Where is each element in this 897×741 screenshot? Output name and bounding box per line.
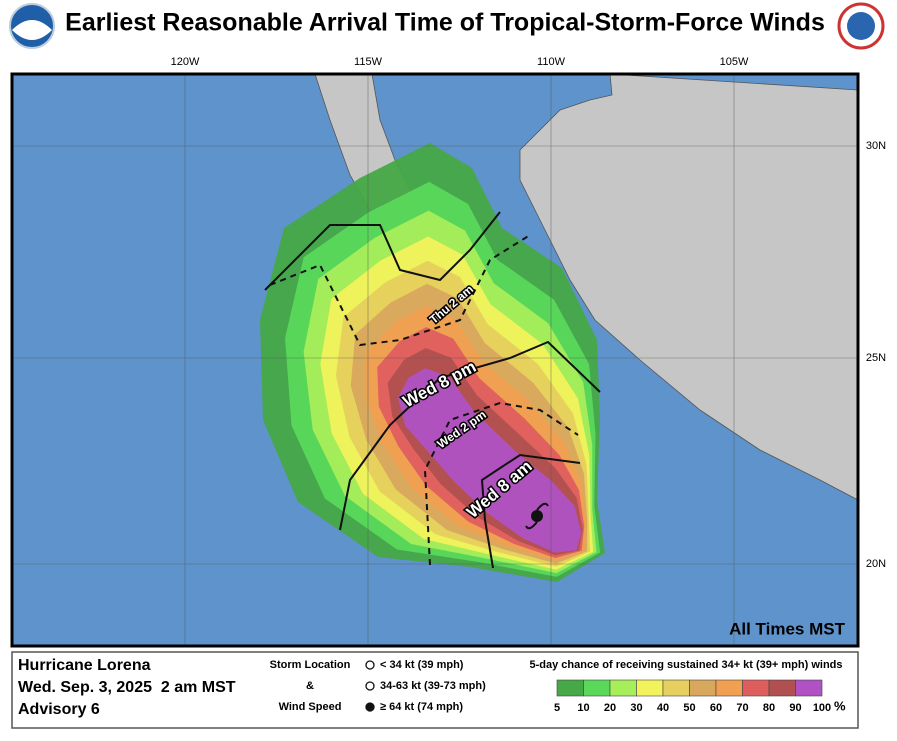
colorbar-label: 20 (604, 702, 616, 714)
colorbar-swatch (636, 679, 664, 697)
time-zone-note: All Times MST (729, 619, 845, 638)
advisory-number: Advisory 6 (18, 701, 100, 718)
colorbar-swatch (583, 679, 611, 697)
longitude-label: 110W (537, 56, 566, 68)
colorbar-label: 60 (710, 702, 722, 714)
storm-legend-title: Storm Location (270, 659, 351, 671)
probability-bands (260, 143, 605, 582)
colorbar-swatch (609, 679, 637, 697)
graticule (12, 74, 858, 646)
storm-legend-symbol (365, 702, 375, 712)
storm-legend-title: Wind Speed (279, 701, 342, 713)
colorbar-label: 30 (630, 702, 642, 714)
storm-legend-item: 34-63 kt (39-73 mph) (380, 680, 486, 692)
colorbar-label: 100 (813, 702, 831, 714)
storm-legend-title: & (306, 680, 314, 692)
storm-legend-item: ≥ 64 kt (74 mph) (380, 701, 463, 713)
noaa-logo (9, 3, 55, 49)
colorbar-label: 40 (657, 702, 669, 714)
longitude-label: 120W (171, 56, 200, 68)
latitude-label: 25N (866, 352, 886, 364)
latitude-label: 30N (866, 140, 886, 152)
latitude-label: 20N (866, 558, 886, 570)
colorbar-swatch (795, 679, 823, 697)
colorbar-label: 90 (789, 702, 801, 714)
colorbar-label: 5 (554, 702, 560, 714)
colorbar-label: 70 (736, 702, 748, 714)
colorbar-swatch (768, 679, 796, 697)
advisory-time: Wed. Sep. 3, 2025 2 am MST (18, 679, 236, 696)
storm-legend-symbol (365, 681, 375, 691)
colorbar-unit: % (834, 698, 846, 713)
colorbar-swatch (715, 679, 743, 697)
map-frame (10, 72, 860, 648)
colorbar-swatch (689, 679, 717, 697)
storm-name: Hurricane Lorena (18, 657, 151, 674)
colorbar-swatch (742, 679, 770, 697)
colorbar-swatch (556, 679, 584, 697)
colorbar-label: 50 (683, 702, 695, 714)
colorbar-swatch (662, 679, 690, 697)
longitude-label: 115W (354, 56, 383, 68)
title: Earliest Reasonable Arrival Time of Trop… (65, 9, 825, 37)
storm-legend-item: < 34 kt (39 mph) (380, 659, 464, 671)
colorbar-label: 10 (577, 702, 589, 714)
storm-legend-symbol (365, 660, 375, 670)
contours (264, 211, 601, 569)
colorbar-label: 80 (763, 702, 775, 714)
longitude-label: 105W (720, 56, 749, 68)
probability-band (397, 368, 582, 553)
storm-symbol (525, 502, 549, 530)
probability-legend-title: 5-day chance of receiving sustained 34+ … (530, 659, 843, 671)
nws-logo (837, 2, 885, 50)
